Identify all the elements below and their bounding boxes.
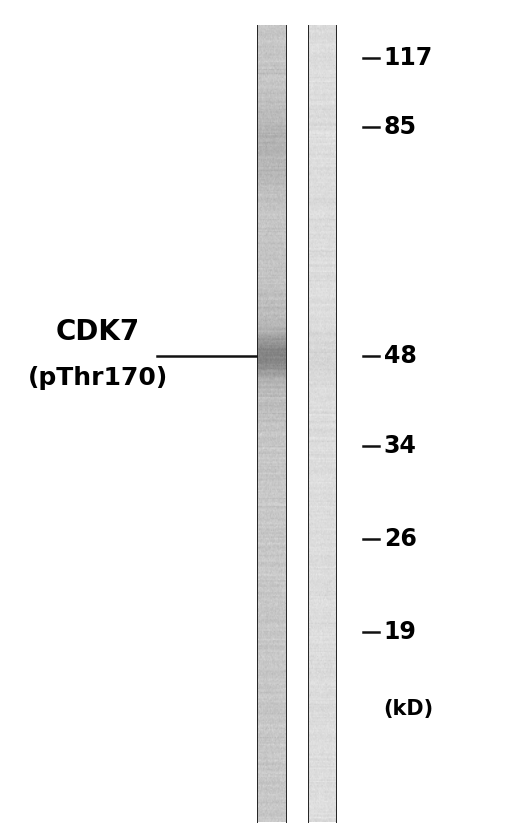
Text: CDK7: CDK7 (56, 318, 140, 345)
Text: 34: 34 (384, 433, 417, 457)
Text: 19: 19 (384, 620, 417, 644)
Text: 117: 117 (384, 46, 433, 71)
Text: (kD): (kD) (384, 699, 434, 719)
Text: 85: 85 (384, 115, 417, 139)
Text: 26: 26 (384, 527, 417, 551)
Text: 48: 48 (384, 344, 417, 368)
Text: (pThr170): (pThr170) (28, 365, 168, 389)
